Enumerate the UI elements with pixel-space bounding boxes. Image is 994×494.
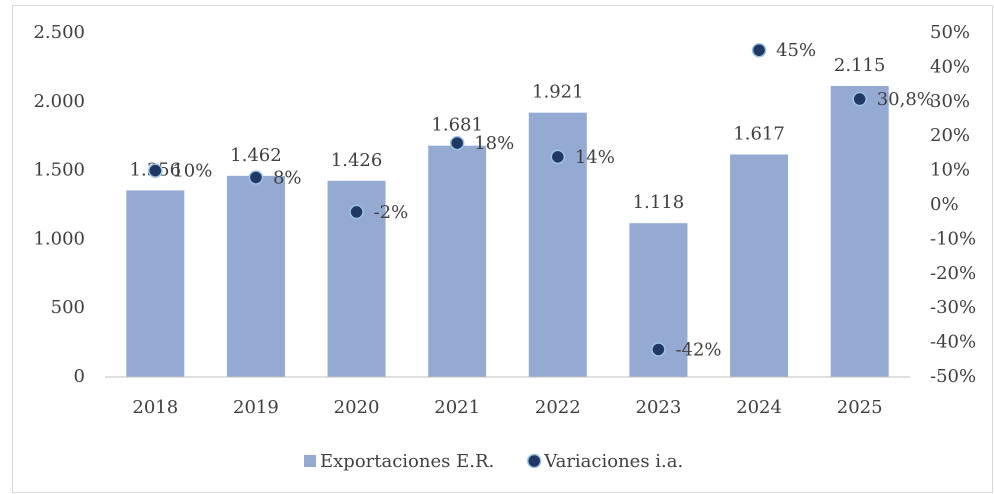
x-tick-label: 2019: [233, 397, 279, 418]
bar-label: 2.115: [834, 55, 886, 76]
bar-label: 1.681: [431, 115, 483, 136]
y-tick-label: 2.000: [33, 91, 85, 112]
point: [449, 135, 465, 151]
x-tick-label: 2023: [636, 397, 682, 418]
point: [651, 342, 666, 357]
bar: [226, 175, 285, 377]
x-tick-label: 2025: [837, 397, 883, 418]
point: [349, 204, 364, 220]
x-tick-label: 2022: [535, 397, 581, 418]
y-tick-label: 2.500: [33, 22, 85, 43]
bar-label: 1.617: [733, 124, 785, 145]
legend-label: Exportaciones E.R.: [320, 451, 494, 472]
bar-label: 1.921: [532, 82, 584, 103]
x-tick-label: 2020: [334, 397, 380, 418]
bar-label: 1.426: [331, 150, 383, 171]
y-tick-label: 1.500: [33, 160, 85, 181]
point-label: 14%: [575, 147, 615, 168]
y2-tick-label: 0%: [930, 194, 959, 215]
point: [148, 163, 163, 178]
point: [248, 170, 264, 185]
legend-label: Variaciones i.a.: [543, 451, 683, 472]
point: [751, 42, 767, 58]
bar-label: 1.462: [230, 145, 282, 166]
x-tick-label: 2021: [434, 397, 480, 418]
y2-tick-label: 50%: [930, 22, 970, 43]
y-tick-label: 500: [51, 297, 85, 318]
y2-tick-label: -40%: [930, 332, 976, 353]
y2-tick-label: 30%: [930, 91, 970, 112]
bar: [126, 190, 185, 377]
y2-tick-label: 10%: [930, 160, 970, 181]
y2-tick-label: -20%: [930, 263, 976, 284]
y2-tick-label: -50%: [930, 366, 976, 387]
point: [550, 149, 566, 165]
point-label: 18%: [474, 133, 514, 154]
point-label: -42%: [675, 339, 721, 360]
bar: [730, 154, 789, 377]
y-tick-label: 1.000: [33, 228, 85, 249]
legend-swatch: [304, 455, 316, 467]
y2-tick-label: -30%: [930, 297, 976, 318]
legend-swatch: [526, 453, 542, 469]
x-tick-label: 2024: [736, 397, 782, 418]
bar-label: 1.118: [633, 192, 685, 213]
bar: [428, 145, 487, 377]
x-tick-label: 2018: [132, 397, 178, 418]
point-label: 45%: [776, 40, 816, 61]
point-label: -2%: [374, 202, 409, 223]
point-label: 30,8%: [877, 89, 934, 110]
y-tick-label: 0: [74, 366, 85, 387]
point: [852, 91, 867, 107]
y2-tick-label: 20%: [930, 125, 970, 146]
bar: [830, 85, 889, 377]
point-label: 8%: [273, 167, 302, 188]
y2-tick-label: 40%: [930, 56, 970, 77]
point-label: 10%: [172, 161, 212, 182]
y2-tick-label: -10%: [930, 228, 976, 249]
